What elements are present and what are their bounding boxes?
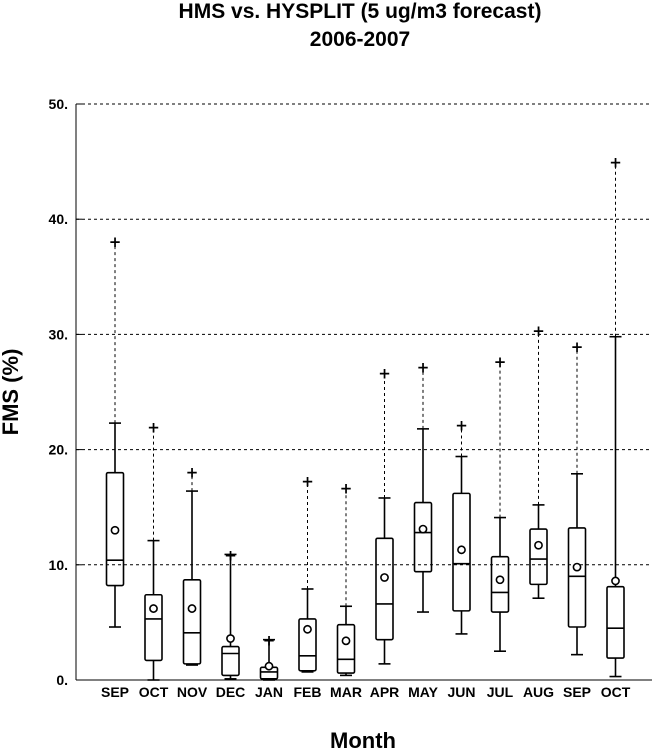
plot-layer: + + + + + + + + + + + + + + xyxy=(105,154,625,681)
mean-marker xyxy=(303,624,312,634)
max-outlier-marker: + xyxy=(301,473,314,491)
box-3: + xyxy=(221,546,240,680)
y-tick-label: 0. xyxy=(56,672,68,688)
mean-marker xyxy=(534,540,543,550)
box-12: + xyxy=(567,338,587,656)
max-outlier-marker: + xyxy=(186,463,199,481)
mean-marker xyxy=(110,525,120,535)
box-iqr xyxy=(182,578,202,665)
box-2: + xyxy=(182,463,202,666)
max-outlier-marker: + xyxy=(224,546,237,564)
max-outlier-marker: + xyxy=(263,632,276,650)
max-outlier-marker: + xyxy=(147,419,160,437)
box-iqr xyxy=(375,537,394,641)
box-4: + xyxy=(259,632,279,681)
max-outlier-marker: + xyxy=(532,322,545,340)
x-tick-label: SEP xyxy=(563,684,591,700)
box-iqr xyxy=(529,528,548,586)
max-outlier-marker: + xyxy=(109,233,122,251)
box-5: + xyxy=(298,473,317,673)
y-tick-label: 30. xyxy=(49,326,68,342)
mean-marker xyxy=(611,576,620,586)
x-tick-label: OCT xyxy=(139,684,169,700)
mean-marker xyxy=(187,604,197,613)
x-tick-label: OCT xyxy=(601,684,631,700)
box-iqr xyxy=(144,593,163,662)
box-iqr xyxy=(105,471,125,587)
grid-layer xyxy=(76,103,652,566)
box-1: + xyxy=(144,419,163,681)
x-tick-label: AUG xyxy=(523,684,554,700)
max-outlier-marker: + xyxy=(494,353,507,371)
x-axis-title: Month xyxy=(330,728,396,750)
box-13: + xyxy=(606,154,625,678)
mean-marker xyxy=(341,636,351,646)
x-tick-label: MAY xyxy=(408,684,438,700)
mean-marker xyxy=(264,661,274,671)
box-iqr xyxy=(490,555,510,613)
x-tick-label: MAR xyxy=(330,684,362,700)
mean-marker xyxy=(457,545,466,555)
box-6: + xyxy=(336,480,356,677)
box-iqr xyxy=(567,527,587,628)
box-iqr xyxy=(452,492,471,612)
max-outlier-marker: + xyxy=(340,480,353,498)
chart-title: HMS vs. HYSPLIT (5 ug/m3 forecast) xyxy=(178,0,542,23)
max-outlier-marker: + xyxy=(417,359,430,377)
x-tick-label: APR xyxy=(370,684,400,700)
y-tick-label: 20. xyxy=(49,442,68,458)
chart-subtitle: 2006-2007 xyxy=(309,28,411,51)
x-tick-label: SEP xyxy=(101,684,129,700)
mean-marker xyxy=(572,562,582,572)
box-iqr xyxy=(413,501,433,573)
mean-marker xyxy=(149,604,158,613)
box-iqr xyxy=(336,623,356,674)
x-tick-label: FEB xyxy=(294,684,322,700)
box-0: + xyxy=(105,233,125,628)
x-tick-label: JUL xyxy=(487,684,514,700)
box-7: + xyxy=(375,364,394,665)
x-tick-label: JAN xyxy=(255,684,283,700)
mean-marker xyxy=(495,575,505,585)
box-9: + xyxy=(452,416,471,635)
x-tick-label: JUN xyxy=(447,684,475,700)
box-iqr xyxy=(221,645,240,677)
x-tick-label: DEC xyxy=(216,684,246,700)
mean-marker xyxy=(226,634,235,643)
box-iqr xyxy=(606,585,625,659)
y-tick-label: 40. xyxy=(49,211,68,227)
box-iqr xyxy=(298,618,317,672)
max-outlier-marker: + xyxy=(571,338,584,356)
max-outlier-marker: + xyxy=(455,416,468,434)
label-layer: 0. 10. 20. 30. 40. 50. SEP OCT NOV DEC JAN FEB MAR AP… xyxy=(49,96,631,700)
mean-marker xyxy=(380,573,389,582)
mean-marker xyxy=(418,524,428,534)
y-tick-label: 50. xyxy=(49,96,68,112)
box-10: + xyxy=(490,353,510,653)
box-11: + xyxy=(529,322,548,600)
y-axis-title: FMS (%) xyxy=(0,349,23,436)
max-outlier-marker: + xyxy=(378,364,391,382)
max-outlier-marker: + xyxy=(609,154,622,172)
x-tick-label: NOV xyxy=(177,684,208,700)
y-tick-label: 10. xyxy=(49,557,68,573)
axis-layer xyxy=(75,103,652,681)
box-8: + xyxy=(413,359,433,613)
